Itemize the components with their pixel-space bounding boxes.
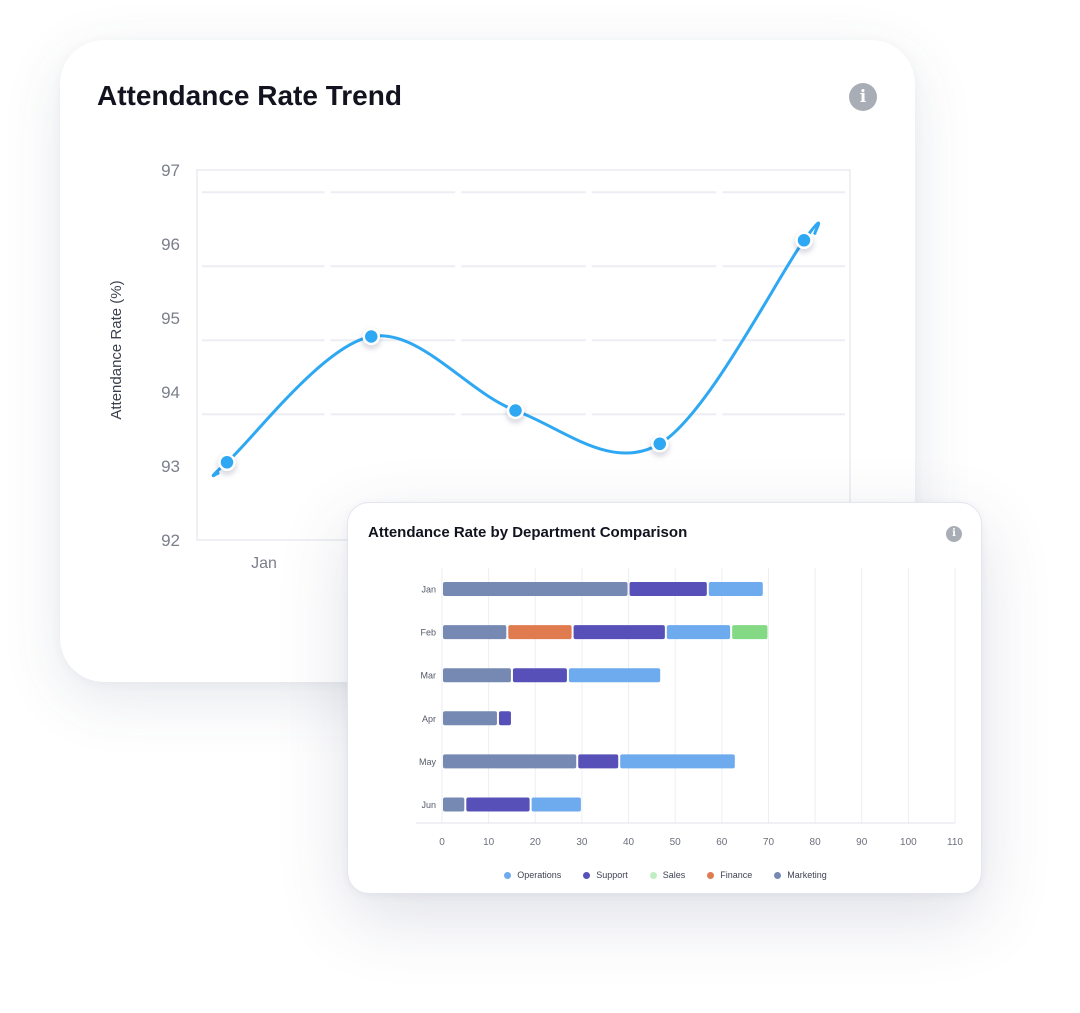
legend-item[interactable]: Support xyxy=(583,870,628,880)
legend-label: Sales xyxy=(662,870,686,880)
category-label: Apr xyxy=(422,714,436,724)
legend-label: Marketing xyxy=(787,870,827,880)
plot-area-frame xyxy=(196,169,851,541)
attendance-trend-chart: 97 96 95 94 93 92 Attendance Rate (%) Jan xyxy=(108,161,851,572)
x-tick-label: 20 xyxy=(530,837,542,848)
data-point xyxy=(362,327,380,346)
bar-segment xyxy=(443,668,511,683)
data-point xyxy=(795,231,813,250)
y-tick-label: 93 xyxy=(161,457,180,476)
department-comparison-chart: 0 10 20 30 40 50 60 70 80 90 100 110 Jan Feb Mar Apr May… xyxy=(416,568,963,848)
bar-segment xyxy=(508,625,572,640)
x-tick-label: 50 xyxy=(670,837,682,848)
category-label: Jan xyxy=(421,585,436,595)
x-tick-label: 30 xyxy=(576,837,588,848)
legend-item[interactable]: Finance xyxy=(707,870,752,880)
bar-segment xyxy=(443,797,465,812)
legend-item[interactable]: Operations xyxy=(504,870,561,880)
bar-segment xyxy=(498,711,511,726)
x-tick-label: 60 xyxy=(716,837,728,848)
bar-segment xyxy=(443,754,577,769)
x-tick-label: 100 xyxy=(900,837,917,848)
legend-swatch xyxy=(504,871,512,879)
bar-segment xyxy=(512,668,567,683)
legend-item[interactable]: Marketing xyxy=(774,870,827,880)
category-label: May xyxy=(419,757,437,767)
legend-swatch xyxy=(583,871,591,879)
data-point xyxy=(218,453,236,472)
legend-swatch xyxy=(649,871,657,879)
bar-segment xyxy=(443,625,507,640)
legend-swatch xyxy=(707,871,715,879)
department-comparison-card: 0 10 20 30 40 50 60 70 80 90 100 110 Jan Feb Mar Apr May… xyxy=(347,502,982,894)
legend-label: Operations xyxy=(517,870,562,880)
bar-segment xyxy=(620,754,735,769)
x-tick-label: 70 xyxy=(763,837,775,848)
info-icon[interactable]: i xyxy=(849,83,877,111)
y-tick-label: 94 xyxy=(161,383,180,402)
y-tick-label: 96 xyxy=(161,235,180,254)
x-tick-label: 0 xyxy=(439,837,445,848)
chart-legend: Operations Support Sales Finance Marketing xyxy=(348,870,983,880)
info-icon[interactable]: i xyxy=(946,526,962,542)
legend-item[interactable]: Sales xyxy=(649,870,686,880)
bar-segment xyxy=(732,625,768,640)
y-tick-label: 97 xyxy=(161,161,180,180)
legend-label: Support xyxy=(596,870,628,880)
x-tick-label: 110 xyxy=(947,837,963,848)
x-tick-label: 10 xyxy=(483,837,495,848)
y-tick-label: 95 xyxy=(161,309,180,328)
bar-segment xyxy=(568,668,661,683)
x-tick-label: 40 xyxy=(623,837,635,848)
bar-segment xyxy=(666,625,731,640)
bar-segment xyxy=(466,797,530,812)
legend-label: Finance xyxy=(720,870,753,880)
bar-segment xyxy=(573,625,665,640)
x-tick-label: Jan xyxy=(251,555,277,572)
x-tick-label: 80 xyxy=(810,837,822,848)
category-label: Feb xyxy=(420,628,436,638)
trend-line xyxy=(211,221,821,478)
data-point xyxy=(651,435,669,453)
category-label: Mar xyxy=(421,671,437,681)
bar-segment xyxy=(708,582,763,596)
x-tick-label: 90 xyxy=(856,837,868,848)
bar-segment xyxy=(629,582,707,596)
data-point xyxy=(506,401,525,420)
bar-segment xyxy=(443,711,497,726)
bar-segment xyxy=(578,754,619,769)
trend-card-title: Attendance Rate Trend xyxy=(97,80,402,111)
legend-swatch xyxy=(774,871,782,879)
y-tick-label: 92 xyxy=(161,531,180,550)
dept-card-title: Attendance Rate by Department Comparison xyxy=(368,524,688,541)
y-axis-label: Attendance Rate (%) xyxy=(108,280,125,419)
bar-segment xyxy=(443,582,628,596)
category-label: Jun xyxy=(421,800,436,810)
bar-segment xyxy=(531,797,581,812)
